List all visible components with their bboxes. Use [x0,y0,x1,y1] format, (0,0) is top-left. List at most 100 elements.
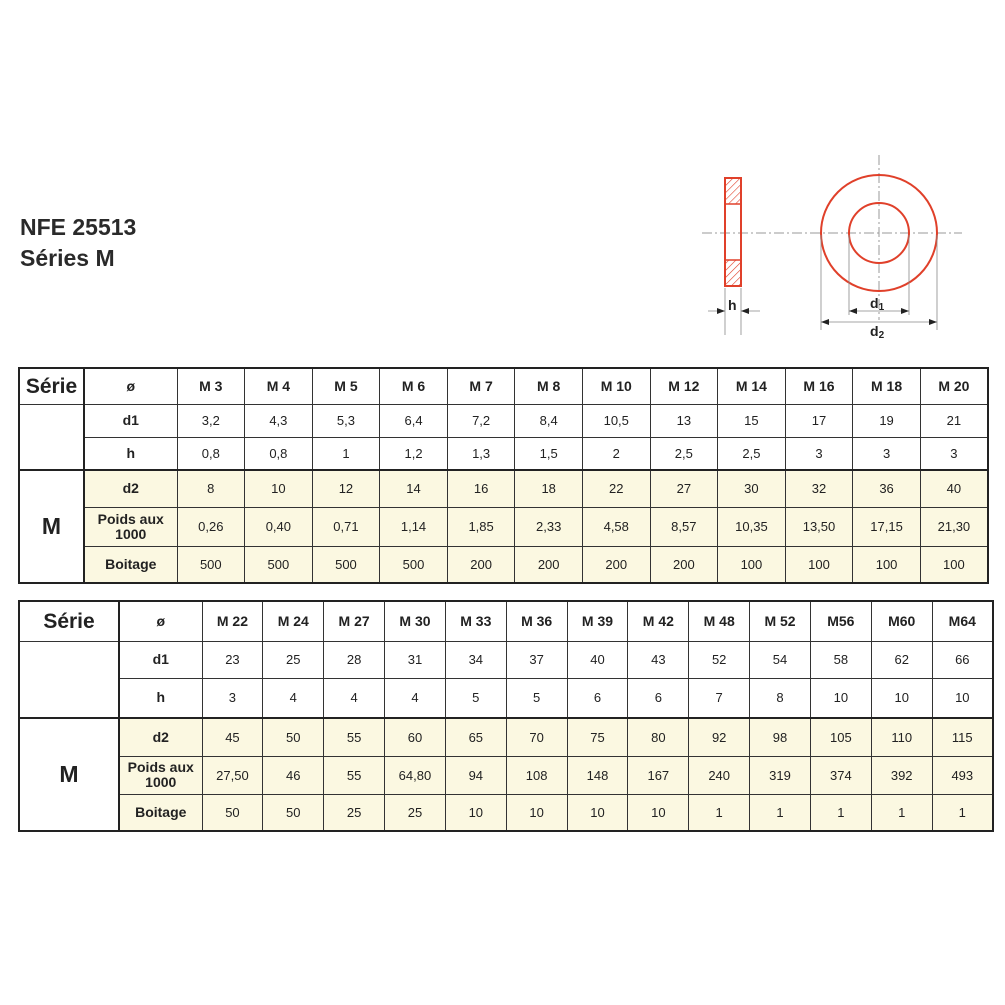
value-cell: 50 [201,793,264,832]
value-cell: 75 [566,717,629,757]
row-label: h [118,677,203,719]
row-label: d1 [83,403,178,438]
value-cell: 10 [244,469,313,508]
value-cell: 0,40 [244,506,313,547]
size-header: M 6 [379,367,448,405]
value-cell: 28 [323,640,386,679]
value-cell: 10 [627,793,690,832]
size-header: M 24 [262,600,325,642]
size-header: M 36 [505,600,568,642]
washer-side-view [724,177,742,287]
value-cell: 80 [627,717,690,757]
value-cell: 13 [649,403,719,438]
table-row: Boitage 500 500 500 500 200 200 200 200 100 100 100… [19,545,989,584]
size-header: M 42 [627,600,690,642]
value-cell: 36 [852,469,921,508]
value-cell: 392 [870,755,933,795]
size-header: M 33 [444,600,507,642]
value-cell: 1,2 [379,436,448,471]
value-cell: 100 [717,545,786,584]
value-cell: 17,15 [852,506,921,547]
value-cell: 10 [505,793,568,832]
value-cell: 0,26 [176,506,246,547]
value-cell: 3 [852,436,921,471]
value-cell: 1 [688,793,751,832]
value-cell: 1 [311,436,381,471]
size-header: M56 [809,600,872,642]
value-cell: 1,3 [446,436,516,471]
value-cell: 3 [201,677,264,719]
value-cell: 100 [852,545,921,584]
value-cell: 200 [446,545,516,584]
value-cell: 1,5 [514,436,583,471]
size-header: M 14 [717,367,786,405]
row-label: d2 [118,717,203,757]
value-cell: 1,85 [446,506,516,547]
value-cell: 105 [809,717,872,757]
size-header: M 52 [749,600,811,642]
row-label: Poids aux 1000 [83,506,178,547]
size-header: M 10 [581,367,651,405]
size-header: M 3 [176,367,246,405]
value-cell: 100 [919,545,989,584]
value-cell: 8,4 [514,403,583,438]
value-cell: 98 [749,717,811,757]
table-row: d1 3,2 4,3 5,3 6,4 7,2 8,4 10,5 13 15 17 19 21 [18,403,989,471]
size-header: M 16 [784,367,854,405]
value-cell: 66 [931,640,994,679]
size-header: M64 [931,600,994,642]
value-cell: 58 [809,640,872,679]
value-cell: 31 [384,640,446,679]
value-cell: 200 [514,545,583,584]
value-cell: 94 [444,755,507,795]
value-cell: 10,5 [581,403,651,438]
value-cell: 21,30 [919,506,989,547]
value-cell: 7,2 [446,403,516,438]
size-header: M60 [870,600,933,642]
value-cell: 500 [244,545,313,584]
series-name: Séries M [20,245,115,271]
size-header: M 20 [919,367,989,405]
serie-label: Série [18,367,85,405]
value-cell: 10 [809,677,872,719]
value-cell: 40 [566,640,629,679]
table-row: h 3 4 4 4 5 5 6 6 7 8 10 10 10 [19,677,994,719]
diameter-label: ø [83,367,178,405]
value-cell: 167 [627,755,690,795]
value-cell: 0,8 [244,436,313,471]
size-header: M 4 [244,367,313,405]
value-cell: 50 [262,793,325,832]
value-cell: 64,80 [384,755,446,795]
serie-label: Série [18,600,120,642]
value-cell: 40 [919,469,989,508]
value-cell: 32 [784,469,854,508]
table-row: Poids aux 1000 27,50 46 55 64,80 94 108 148 167 2… [19,755,994,795]
size-header: M 27 [323,600,386,642]
row-label: Poids aux 1000 [118,755,203,795]
document-title: NFE 25513 Séries M [20,212,136,274]
row-label: d2 [83,469,178,508]
value-cell: 4,3 [244,403,313,438]
serie-empty-cell [18,403,85,471]
value-cell: 62 [870,640,933,679]
row-label: h [83,436,178,471]
washer-diagram: h d1 d2 [702,155,962,341]
value-cell: 27 [649,469,719,508]
value-cell: 115 [931,717,994,757]
value-cell: 4 [384,677,446,719]
value-cell: 10 [566,793,629,832]
size-header: M 18 [852,367,921,405]
value-cell: 200 [581,545,651,584]
value-cell: 13,50 [784,506,854,547]
value-cell: 3 [784,436,854,471]
value-cell: 65 [444,717,507,757]
value-cell: 6 [566,677,629,719]
size-header: M 48 [688,600,751,642]
value-cell: 374 [809,755,872,795]
value-cell: 1 [931,793,994,832]
value-cell: 1 [749,793,811,832]
value-cell: 8,57 [649,506,719,547]
